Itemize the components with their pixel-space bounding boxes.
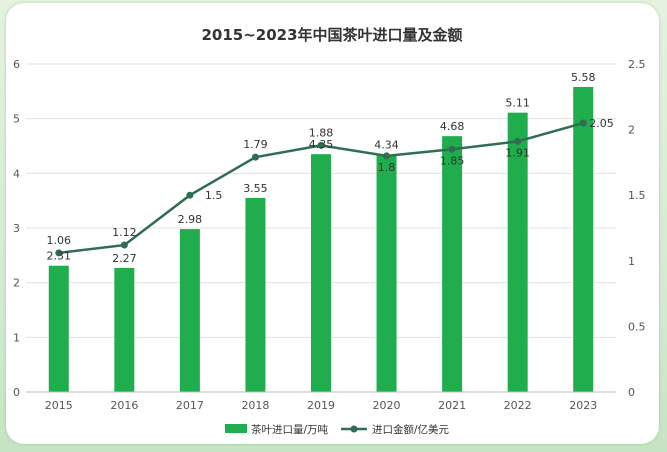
line-data-label: 1.91 [505, 146, 530, 159]
y-right-tick-label: 2 [628, 124, 635, 137]
bar-data-label: 2.31 [47, 250, 72, 263]
line-data-label: 1.06 [47, 234, 72, 247]
line-data-label: 1.5 [205, 189, 223, 202]
line-data-label: 1.85 [440, 154, 465, 167]
bar-data-label: 2.98 [178, 213, 203, 226]
bar-data-label: 3.55 [243, 182, 268, 195]
line-point [251, 153, 259, 161]
bar [48, 265, 69, 392]
axes: 0 1 2 3 4 5 6 0 0.5 1 1.5 2 2.5 2015 2016 2017 2018 2019 2… [13, 58, 646, 412]
bar-data-label: 4.68 [440, 120, 465, 133]
x-tick-label: 2018 [241, 399, 269, 412]
y-left-tick-label: 0 [13, 386, 20, 399]
y-right-tick-label: 1.5 [628, 189, 646, 202]
line-data-label: 1.79 [243, 138, 268, 151]
chart-title: 2015~2023年中国茶叶进口量及金额 [201, 26, 462, 44]
line-series [55, 119, 587, 257]
y-left-tick-label: 2 [13, 277, 20, 290]
line-data-label: 2.05 [589, 117, 614, 130]
line-point [579, 119, 587, 127]
bar [442, 136, 463, 392]
bar-data-label: 4.35 [309, 138, 334, 151]
bar [573, 86, 594, 393]
line-point [448, 145, 456, 153]
bar [245, 197, 266, 392]
legend-swatch-bar [225, 424, 247, 433]
x-tick-label: 2017 [176, 399, 204, 412]
x-tick-label: 2015 [45, 399, 73, 412]
y-left-tick-label: 3 [13, 222, 20, 235]
bar-data-label: 5.58 [571, 71, 596, 84]
bar [507, 112, 528, 393]
line-point [55, 249, 63, 257]
line-point [317, 141, 325, 149]
bar-data-label: 2.27 [112, 252, 137, 265]
chart: 2015~2023年中国茶叶进口量及金额 2.31 2.27 2.98 3.55 4.3… [13, 26, 646, 436]
bar-series [48, 86, 594, 393]
y-left-tick-label: 4 [13, 167, 20, 180]
y-left-tick-label: 6 [13, 58, 20, 71]
line-data-label: 1.8 [378, 161, 396, 174]
line-point [120, 241, 128, 249]
x-tick-label: 2022 [504, 399, 532, 412]
legend-marker-line [350, 425, 358, 433]
bar [114, 267, 135, 392]
data-labels: 2.31 2.27 2.98 3.55 4.35 4.34 4.68 5.11 5.58 1.06… [47, 71, 614, 265]
bar [179, 229, 200, 392]
legend-label-bar: 茶叶进口量/万吨 [251, 423, 329, 436]
bar [311, 154, 331, 392]
line-point [186, 191, 194, 199]
line-point [383, 152, 391, 160]
legend: 茶叶进口量/万吨 进口金额/亿美元 [225, 423, 450, 436]
line-data-label: 1.12 [112, 226, 137, 239]
y-right-tick-label: 0 [628, 386, 635, 399]
x-tick-label: 2016 [110, 399, 138, 412]
y-left-tick-label: 1 [13, 331, 20, 344]
y-right-tick-label: 2.5 [628, 58, 646, 71]
chart-card: 2015~2023年中国茶叶进口量及金额 2.31 2.27 2.98 3.55 4.3… [6, 3, 659, 444]
y-right-tick-label: 1 [628, 255, 635, 268]
line-data-label: 1.88 [309, 126, 334, 139]
bar-data-label: 5.11 [505, 97, 530, 110]
bar [376, 154, 397, 392]
x-tick-label: 2023 [569, 399, 597, 412]
y-left-tick-label: 5 [13, 113, 20, 126]
line-point [514, 137, 522, 145]
x-tick-label: 2019 [307, 399, 335, 412]
y-right-tick-label: 0.5 [628, 320, 646, 333]
x-tick-label: 2021 [438, 399, 466, 412]
x-tick-label: 2020 [373, 399, 401, 412]
bar-data-label: 4.34 [374, 139, 399, 152]
legend-label-line: 进口金额/亿美元 [372, 423, 450, 436]
